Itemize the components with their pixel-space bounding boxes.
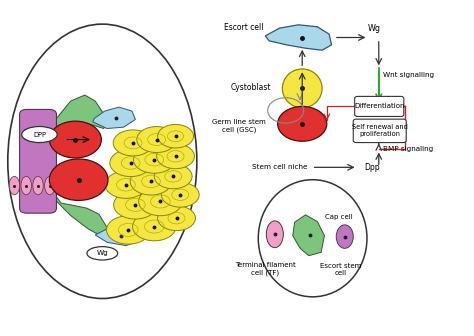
Text: Germ line stem
cell (GSC): Germ line stem cell (GSC): [212, 119, 266, 133]
Ellipse shape: [156, 144, 194, 169]
Ellipse shape: [283, 69, 322, 108]
Ellipse shape: [22, 127, 57, 142]
Text: Wnt signalling: Wnt signalling: [383, 72, 434, 78]
Ellipse shape: [8, 24, 197, 298]
Ellipse shape: [161, 182, 199, 207]
Ellipse shape: [107, 216, 150, 244]
Ellipse shape: [157, 124, 193, 148]
Ellipse shape: [139, 187, 182, 216]
Polygon shape: [46, 95, 107, 168]
Text: Wg: Wg: [367, 24, 381, 33]
Circle shape: [49, 159, 108, 201]
Text: Escort stem
cell: Escort stem cell: [320, 262, 362, 276]
Ellipse shape: [56, 176, 67, 195]
Ellipse shape: [68, 176, 79, 195]
Ellipse shape: [92, 176, 102, 195]
Circle shape: [278, 107, 327, 141]
Text: DPP: DPP: [33, 131, 46, 137]
Ellipse shape: [266, 221, 283, 248]
Circle shape: [49, 121, 101, 158]
Text: Cap cell: Cap cell: [325, 213, 353, 219]
Polygon shape: [46, 168, 107, 237]
Ellipse shape: [130, 168, 172, 195]
Text: Wg: Wg: [96, 250, 108, 256]
Ellipse shape: [9, 176, 19, 195]
Ellipse shape: [45, 176, 55, 195]
Ellipse shape: [113, 130, 153, 156]
FancyBboxPatch shape: [19, 110, 56, 213]
Ellipse shape: [155, 164, 192, 189]
Ellipse shape: [110, 150, 152, 177]
Text: Escort cell: Escort cell: [224, 23, 264, 32]
Text: Cystoblast: Cystoblast: [231, 83, 272, 92]
Ellipse shape: [114, 191, 157, 219]
Ellipse shape: [133, 212, 176, 241]
Ellipse shape: [87, 247, 118, 260]
Ellipse shape: [105, 171, 147, 198]
Ellipse shape: [33, 176, 43, 195]
Text: Dpp: Dpp: [365, 163, 380, 172]
Ellipse shape: [137, 127, 176, 153]
Polygon shape: [95, 224, 145, 246]
Text: Self renewal and
proliferation: Self renewal and proliferation: [352, 124, 408, 137]
Polygon shape: [265, 25, 331, 50]
Text: BMP signaling: BMP signaling: [383, 145, 433, 152]
Ellipse shape: [134, 146, 175, 173]
Polygon shape: [93, 107, 136, 128]
Ellipse shape: [258, 180, 367, 297]
Ellipse shape: [80, 176, 91, 195]
Ellipse shape: [21, 176, 31, 195]
Polygon shape: [293, 215, 324, 256]
Ellipse shape: [336, 225, 353, 248]
Text: Differentiation: Differentiation: [354, 103, 404, 110]
Text: Terminal filament
cell (TF): Terminal filament cell (TF): [235, 262, 296, 276]
FancyBboxPatch shape: [355, 96, 404, 117]
Text: Stem cell niche: Stem cell niche: [252, 164, 307, 170]
Ellipse shape: [157, 206, 195, 230]
FancyBboxPatch shape: [353, 119, 406, 142]
